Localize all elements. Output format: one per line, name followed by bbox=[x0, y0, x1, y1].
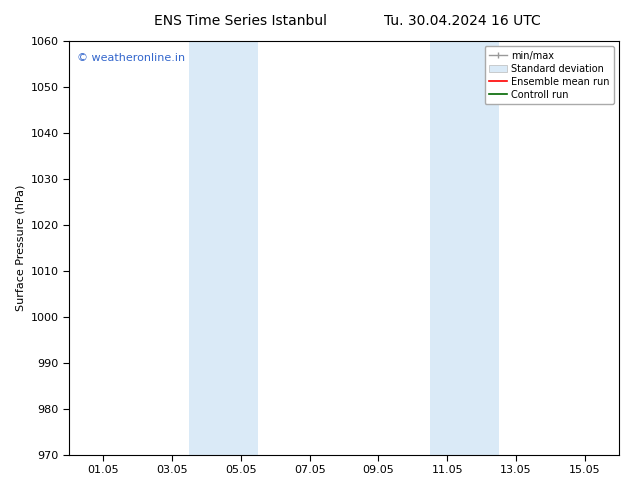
Text: Tu. 30.04.2024 16 UTC: Tu. 30.04.2024 16 UTC bbox=[384, 14, 541, 28]
Bar bbox=[190, 41, 258, 455]
Y-axis label: Surface Pressure (hPa): Surface Pressure (hPa) bbox=[15, 185, 25, 311]
Text: © weatheronline.in: © weatheronline.in bbox=[77, 53, 186, 64]
Bar bbox=[430, 41, 499, 455]
Text: ENS Time Series Istanbul: ENS Time Series Istanbul bbox=[155, 14, 327, 28]
Legend: min/max, Standard deviation, Ensemble mean run, Controll run: min/max, Standard deviation, Ensemble me… bbox=[484, 46, 614, 104]
